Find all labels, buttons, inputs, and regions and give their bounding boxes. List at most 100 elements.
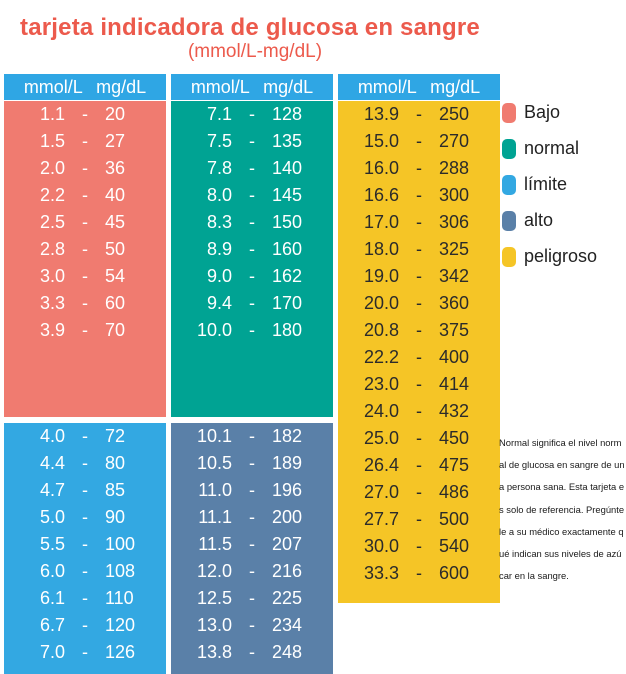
glucose-row: 3.0-54 <box>4 263 166 290</box>
mgdl-value: 288 <box>439 158 470 178</box>
mmol-value: 7.0 <box>39 642 65 662</box>
glucose-row: 10.1-182 <box>171 423 333 450</box>
range-dash: - <box>249 293 255 313</box>
legend-swatch-low <box>502 103 516 123</box>
mmol-value: 10.5 <box>196 453 232 473</box>
glucose-row: 6.7-120 <box>4 612 166 639</box>
page-title: tarjeta indicadora de glucosa en sangre <box>20 14 480 41</box>
glucose-row: 23.0-414 <box>338 371 500 398</box>
mmol-value: 9.0 <box>206 266 232 286</box>
glucose-row: 27.0-486 <box>338 479 500 506</box>
mmol-value: 27.0 <box>363 482 399 502</box>
range-dash: - <box>82 158 88 178</box>
glucose-row: 7.0-126 <box>4 639 166 666</box>
mmol-value: 6.0 <box>39 561 65 581</box>
range-dash: - <box>416 401 422 421</box>
glucose-row: 7.1-128 <box>171 101 333 128</box>
mmol-value: 24.0 <box>363 401 399 421</box>
mmol-value: 3.9 <box>39 320 65 340</box>
mgdl-value: 486 <box>439 482 470 502</box>
mgdl-value: 414 <box>439 374 470 394</box>
range-dash: - <box>249 480 255 500</box>
legend-item-normal: normal <box>502 136 597 172</box>
column-header: mmol/L mg/dL <box>338 74 500 100</box>
range-dash: - <box>416 374 422 394</box>
mgdl-value: 160 <box>272 239 303 259</box>
mmol-value: 8.9 <box>206 239 232 259</box>
range-dash: - <box>82 185 88 205</box>
mmol-value: 16.6 <box>363 185 399 205</box>
mmol-value: 15.0 <box>363 131 399 151</box>
range-dash: - <box>416 482 422 502</box>
mmol-value: 30.0 <box>363 536 399 556</box>
mmol-value: 10.1 <box>196 426 232 446</box>
range-dash: - <box>249 588 255 608</box>
mgdl-value: 196 <box>272 480 303 500</box>
glucose-row: 15.0-270 <box>338 128 500 155</box>
mmol-value: 17.0 <box>363 212 399 232</box>
mgdl-value: 342 <box>439 266 470 286</box>
glucose-row: 25.0-450 <box>338 425 500 452</box>
range-dash: - <box>416 509 422 529</box>
glucose-row: 19.0-342 <box>338 263 500 290</box>
legend-swatch-danger <box>502 247 516 267</box>
mgdl-value: 90 <box>105 507 126 527</box>
range-dash: - <box>249 426 255 446</box>
mgdl-value: 270 <box>439 131 470 151</box>
mgdl-value: 70 <box>105 320 126 340</box>
mgdl-value: 36 <box>105 158 126 178</box>
mgdl-value: 100 <box>105 534 136 554</box>
mgdl-value: 110 <box>105 588 134 608</box>
mmol-value: 9.4 <box>206 293 232 313</box>
legend-item-limit: límite <box>502 172 597 208</box>
range-dash: - <box>416 320 422 340</box>
mmol-value: 19.0 <box>363 266 399 286</box>
mmol-value: 33.3 <box>363 563 399 583</box>
glucose-row: 12.5-225 <box>171 585 333 612</box>
range-dash: - <box>82 561 88 581</box>
glucose-row: 6.0-108 <box>4 558 166 585</box>
mmol-value: 25.0 <box>363 428 399 448</box>
glucose-row: 26.4-475 <box>338 452 500 479</box>
range-dash: - <box>249 212 255 232</box>
glucose-row: 2.5-45 <box>4 209 166 236</box>
glucose-row: 17.0-306 <box>338 209 500 236</box>
mgdl-value: 72 <box>105 426 126 446</box>
range-dash: - <box>249 320 255 340</box>
glucose-row: 2.2-40 <box>4 182 166 209</box>
glucose-row: 20.8-375 <box>338 317 500 344</box>
glucose-row: 8.0-145 <box>171 182 333 209</box>
range-dash: - <box>416 293 422 313</box>
mmol-value: 2.0 <box>39 158 65 178</box>
legend-label: Bajo <box>524 102 561 122</box>
glucose-row: 9.4-170 <box>171 290 333 317</box>
glucose-row: 30.0-540 <box>338 533 500 560</box>
glucose-row: 33.3-600 <box>338 560 500 587</box>
range-dash: - <box>416 266 422 286</box>
mgdl-value: 432 <box>439 401 470 421</box>
mgdl-value: 135 <box>272 131 303 151</box>
mmol-value: 1.1 <box>39 104 65 124</box>
mgdl-value: 140 <box>272 158 303 178</box>
legend-swatch-limit <box>502 175 516 195</box>
mgdl-value: 45 <box>105 212 126 232</box>
mgdl-value: 85 <box>105 480 126 500</box>
legend-item-low: Bajo <box>502 100 597 136</box>
mgdl-value: 150 <box>272 212 303 232</box>
mgdl-value: 108 <box>105 561 136 581</box>
mgdl-value: 225 <box>272 588 303 608</box>
range-dash: - <box>416 563 422 583</box>
range-dash: - <box>249 239 255 259</box>
range-dash: - <box>416 158 422 178</box>
mgdl-value: 50 <box>105 239 126 259</box>
range-dash: - <box>82 293 88 313</box>
mgdl-value: 200 <box>272 507 303 527</box>
mmol-value: 20.8 <box>363 320 399 340</box>
mgdl-value: 40 <box>105 185 126 205</box>
glucose-row: 10.0-180 <box>171 317 333 344</box>
glucose-row: 8.3-150 <box>171 209 333 236</box>
range-dash: - <box>416 536 422 556</box>
mmol-value: 3.3 <box>39 293 65 313</box>
range-dash: - <box>82 266 88 286</box>
glucose-row: 13.8-248 <box>171 639 333 666</box>
